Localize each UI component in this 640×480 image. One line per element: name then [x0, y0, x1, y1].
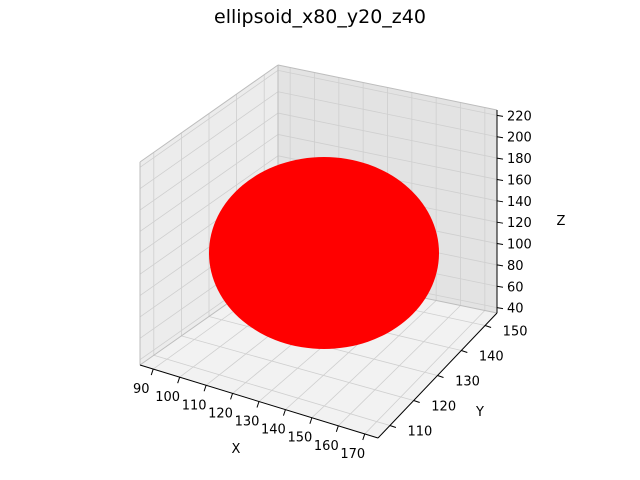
- z-tick-label-8: 200: [507, 131, 532, 146]
- z-tick-7: [496, 157, 504, 160]
- z-tick-label-1: 60: [507, 280, 524, 295]
- z-grid-left-8: [139, 91, 279, 190]
- z-tick-label-9: 220: [507, 109, 532, 124]
- z-tick-label-4: 120: [507, 216, 532, 231]
- z-tick-0: [496, 307, 504, 310]
- z-tick-6: [496, 178, 504, 181]
- x-tick-label-7: 160: [314, 439, 339, 454]
- z-grid-left-6: [139, 134, 279, 232]
- y-tick-1: [413, 400, 420, 403]
- z-tick-3: [496, 243, 504, 246]
- y-tick-label-2: 130: [455, 375, 480, 390]
- y-tick-label-3: 140: [479, 350, 504, 365]
- x-tick-label-2: 110: [182, 398, 207, 413]
- y-grid-floor-3: [181, 335, 414, 401]
- y-axis-label: Y: [475, 405, 484, 420]
- z-tick-label-7: 180: [507, 152, 532, 167]
- x-tick-label-6: 150: [287, 431, 312, 446]
- ellipsoid-surface: [209, 157, 439, 349]
- z-grid-back-9: [277, 69, 498, 116]
- z-tick-9: [496, 114, 504, 117]
- z-grid-left-5: [139, 155, 279, 254]
- x-tick-2: [203, 385, 207, 392]
- z-tick-4: [496, 221, 504, 224]
- z-grid-back-8: [277, 91, 498, 138]
- z-tick-5: [496, 200, 504, 203]
- x-tick-1: [177, 377, 181, 384]
- x-tick-label-8: 170: [340, 447, 365, 462]
- z-tick-label-0: 40: [507, 302, 524, 317]
- x-tick-label-3: 120: [208, 406, 233, 421]
- y-tick-4: [484, 325, 492, 328]
- z-tick-label-2: 80: [507, 259, 524, 274]
- y-tick-label-0: 110: [407, 425, 432, 440]
- z-tick-8: [496, 136, 504, 139]
- x-tick-0: [150, 368, 154, 376]
- x-tick-label-4: 130: [235, 415, 260, 430]
- pane-edge: [139, 64, 279, 163]
- x-tick-7: [335, 425, 339, 432]
- y-tick-2: [437, 375, 444, 378]
- z-tick-label-6: 160: [507, 173, 532, 188]
- pane-edge: [277, 64, 498, 111]
- y-tick-0: [389, 425, 397, 428]
- z-axis-label: Z: [557, 214, 566, 229]
- x-tick-label-5: 140: [261, 423, 286, 438]
- x-tick-3: [230, 393, 234, 400]
- x-tick-label-0: 90: [133, 382, 150, 397]
- y-grid-floor-4: [153, 354, 391, 426]
- x-axis-label: X: [232, 442, 241, 457]
- chart-title: ellipsoid_x80_y20_z40: [214, 6, 426, 28]
- y-tick-3: [461, 350, 468, 353]
- x-tick-5: [282, 409, 286, 416]
- z-tick-2: [496, 264, 504, 267]
- x-tick-label-1: 100: [155, 390, 180, 405]
- z-tick-1: [496, 285, 504, 288]
- z-grid-back-6: [277, 134, 498, 180]
- x-tick-8: [362, 433, 366, 441]
- z-tick-label-3: 100: [507, 238, 532, 253]
- y-tick-label-4: 150: [503, 325, 528, 340]
- x-tick-6: [309, 417, 313, 424]
- z-grid-left-7: [139, 112, 279, 211]
- x-tick-4: [256, 401, 260, 408]
- z-grid-back-7: [277, 112, 498, 159]
- z-grid-left-9: [139, 70, 279, 168]
- y-tick-label-1: 120: [431, 400, 456, 415]
- z-tick-label-5: 140: [507, 195, 532, 210]
